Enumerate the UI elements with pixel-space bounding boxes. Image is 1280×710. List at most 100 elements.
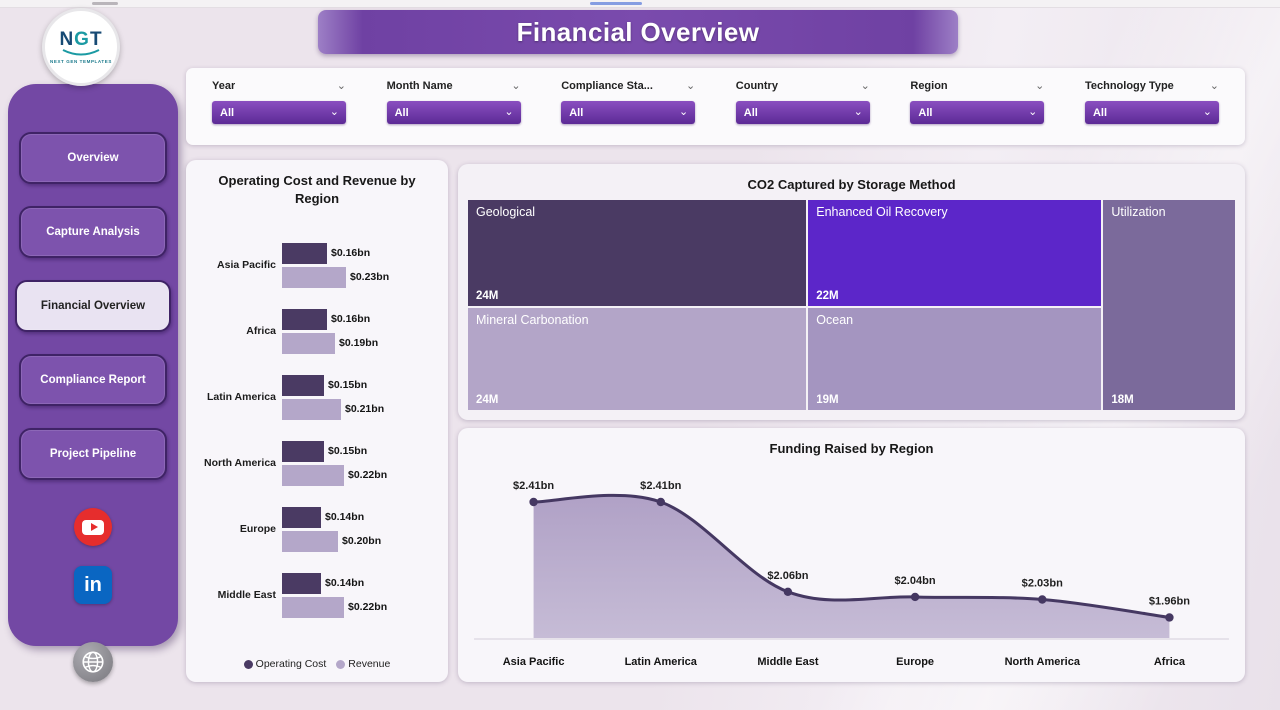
revenue-bar[interactable]: [282, 332, 335, 354]
bar-row-asia-pacific: Asia Pacific $0.16bn $0.23bn: [190, 232, 444, 298]
data-point-africa[interactable]: [1165, 613, 1174, 622]
top-strip: [0, 0, 1280, 8]
operating-cost-value: $0.15bn: [328, 379, 368, 391]
treemap-tile-mineral-carbonation[interactable]: Mineral Carbonation 24M: [468, 308, 807, 410]
chevron-down-icon: ⌄: [1202, 106, 1212, 118]
revenue-bar[interactable]: [282, 464, 344, 486]
revenue-bar[interactable]: [282, 398, 341, 420]
treemap-tile-utilization[interactable]: Utilization 18M: [1103, 200, 1235, 410]
data-point-north-america[interactable]: [1038, 595, 1047, 604]
legend-dot: [336, 659, 346, 669]
bar-pair: $0.15bn $0.21bn: [282, 374, 385, 420]
filter-dropdown[interactable]: All ⌄: [386, 101, 521, 124]
bar-row-europe: Europe $0.14bn $0.20bn: [190, 496, 444, 562]
x-axis-label-asia-pacific: Asia Pacific: [502, 656, 565, 668]
category-label: Africa: [246, 324, 276, 337]
chevron-down-icon: ⌄: [685, 79, 696, 92]
filter-header[interactable]: Region ⌄: [910, 80, 1044, 92]
filter-dropdown[interactable]: All ⌄: [735, 101, 870, 124]
x-axis-label-europe: Europe: [896, 656, 935, 668]
chevron-down-icon: ⌄: [853, 106, 863, 118]
chevron-down-icon: ⌄: [1028, 106, 1038, 118]
area-chart-categories: Asia Pacific Latin America Middle East Euro…: [470, 656, 1233, 668]
logo-tagline: NEXT GEN TEMPLATES: [50, 59, 112, 64]
filter-header[interactable]: Compliance Sta... ⌄: [561, 80, 695, 92]
operating-cost-value: $0.15bn: [328, 445, 368, 457]
website-globe-icon[interactable]: [73, 642, 113, 682]
youtube-icon[interactable]: [74, 508, 112, 546]
tile-value: 24M: [476, 290, 499, 303]
data-point-label: $1.96bn: [1149, 595, 1190, 607]
operating-cost-bar[interactable]: [282, 440, 324, 462]
bar-pair: $0.15bn $0.22bn: [282, 440, 387, 486]
area-fill: [533, 495, 1170, 638]
linkedin-icon[interactable]: in: [74, 566, 112, 604]
data-point-label: $2.03bn: [1022, 578, 1063, 590]
bar-row-middle-east: Middle East $0.14bn $0.22bn: [190, 562, 444, 628]
treemap-tile-geological[interactable]: Geological 24M: [468, 200, 807, 307]
legend-item-revenue: Revenue: [336, 658, 390, 670]
tile-name: Utilization: [1111, 205, 1166, 219]
sidebar-item-project-pipeline[interactable]: Project Pipeline: [19, 428, 167, 480]
tile-name: Ocean: [816, 313, 854, 328]
chevron-down-icon: ⌄: [504, 106, 514, 118]
tile-name: Enhanced Oil Recovery: [816, 205, 948, 219]
filter-dropdown[interactable]: All ⌄: [212, 101, 346, 124]
x-axis-label-africa: Africa: [1153, 656, 1186, 668]
data-point-europe[interactable]: [910, 592, 920, 602]
filter-header[interactable]: Year ⌄: [212, 80, 346, 92]
filter-selected-value: All: [220, 106, 235, 119]
operating-cost-bar[interactable]: [282, 572, 321, 594]
chevron-down-icon: ⌄: [678, 106, 689, 118]
chevron-down-icon: ⌄: [860, 79, 870, 92]
operating-cost-value: $0.16bn: [331, 247, 371, 259]
operating-cost-bar[interactable]: [282, 242, 327, 264]
legend-label: Revenue: [348, 658, 391, 670]
x-axis-label-latin-america: Latin America: [624, 656, 697, 668]
logo-text: NGT: [59, 29, 103, 50]
bar-row-latin-america: Latin America $0.15bn $0.21bn: [190, 364, 444, 430]
revenue-value: $0.21bn: [345, 403, 385, 415]
chevron-down-icon: ⌄: [511, 79, 521, 92]
filter-dropdown[interactable]: All ⌄: [561, 101, 696, 124]
filter-technology-type: Technology Type ⌄ All ⌄: [1084, 80, 1219, 145]
revenue-bar[interactable]: [282, 596, 344, 618]
legend-dot: [243, 659, 253, 669]
filter-dropdown[interactable]: All ⌄: [910, 101, 1045, 124]
sidebar-item-compliance-report[interactable]: Compliance Report: [19, 354, 167, 406]
filter-dropdown[interactable]: All ⌄: [1084, 101, 1219, 124]
legend-label: Operating Cost: [255, 658, 327, 670]
data-point-middle-east[interactable]: [783, 587, 793, 597]
filter-header[interactable]: Technology Type ⌄: [1085, 80, 1219, 92]
filter-label: Month Name: [386, 80, 453, 92]
ngt-logo: NGT NEXT GEN TEMPLATES: [42, 8, 120, 86]
sidebar-item-capture-analysis[interactable]: Capture Analysis: [19, 206, 167, 258]
treemap-tile-enhanced-oil-recovery[interactable]: Enhanced Oil Recovery 22M: [808, 200, 1102, 307]
filter-header[interactable]: Month Name ⌄: [387, 80, 521, 92]
treemap-tile-ocean[interactable]: Ocean 19M: [808, 308, 1102, 410]
top-strip-mark: [92, 2, 118, 5]
area-chart-svg: $2.41bn $2.41bn $2.06bn $2.04bn $2.03bn $1.96…: [474, 480, 1229, 640]
data-point-asia-pacific[interactable]: [529, 497, 538, 507]
chevron-down-icon: ⌄: [1209, 79, 1219, 92]
sidebar: Overview Capture Analysis Financial Overvi…: [8, 84, 178, 646]
filter-header[interactable]: Country ⌄: [736, 80, 870, 92]
tile-value: 18M: [1111, 394, 1134, 406]
filter-label: Technology Type: [1084, 80, 1174, 92]
operating-cost-bar[interactable]: [282, 374, 324, 396]
sidebar-item-overview[interactable]: Overview: [19, 132, 167, 184]
revenue-bar[interactable]: [282, 530, 338, 552]
filter-region: Region ⌄ All ⌄: [910, 80, 1045, 145]
tile-value: 24M: [476, 394, 499, 406]
logo-swoosh-icon: [62, 49, 100, 56]
sidebar-item-financial-overview[interactable]: Financial Overview: [15, 280, 171, 332]
operating-cost-bar[interactable]: [282, 308, 327, 330]
operating-cost-value: $0.14bn: [325, 577, 365, 589]
filter-selected-value: All: [569, 106, 584, 119]
revenue-bar[interactable]: [282, 266, 346, 288]
filter-country: Country ⌄ All ⌄: [735, 80, 870, 145]
operating-cost-bar[interactable]: [282, 506, 321, 528]
data-point-latin-america[interactable]: [656, 497, 665, 507]
tile-name: Mineral Carbonation: [476, 313, 589, 328]
treemap-column: Utilization 18M: [1103, 200, 1235, 410]
